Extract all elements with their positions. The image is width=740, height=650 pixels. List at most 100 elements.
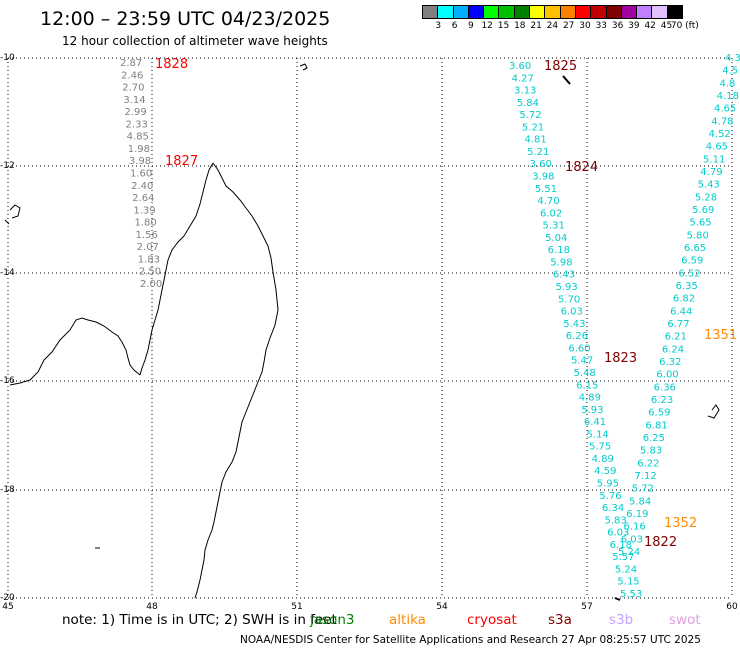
wave-height-value: 6.65 — [684, 243, 706, 254]
wave-height-value: 5.80 — [687, 230, 709, 241]
track-time-label: 1822 — [644, 535, 677, 550]
madagascar-coast — [9, 162, 279, 599]
wave-height-value: 5.21 — [522, 122, 544, 133]
wave-height-value: 4.59 — [594, 466, 616, 477]
color-legend-label: 36 — [611, 21, 624, 31]
wave-height-value: 5.84 — [517, 98, 539, 109]
map-title: 12:00 – 23:59 UTC 04/23/2025 — [40, 8, 331, 30]
wave-height-value: 5.28 — [695, 192, 717, 203]
wave-height-value: 1.83 — [138, 254, 160, 265]
color-legend-label: 39 — [628, 21, 640, 31]
wave-height-value: 6.36 — [654, 382, 676, 393]
wave-height-value: 4.65 — [706, 142, 728, 153]
wave-height-value: 5.53 — [620, 589, 642, 600]
color-legend-label: 3 — [435, 21, 442, 31]
satellite-legend-item: jason3 — [310, 612, 355, 628]
wave-height-value: 4.18 — [717, 91, 739, 102]
color-legend-label: 30 — [579, 21, 591, 31]
color-legend-labels: 3 6 9 12 15 18 21 24 27 30 33 36 39 42 45 70 (ft) — [422, 21, 740, 33]
satellite-legend-item: altika — [389, 612, 426, 628]
wave-height-value: 4.79 — [700, 167, 722, 178]
wave-height-value: 4.65 — [714, 104, 736, 115]
track-time-label: 1827 — [165, 154, 198, 169]
wave-height-value: 5.72 — [632, 484, 654, 495]
color-legend-label: 70 (ft) — [670, 21, 699, 31]
latitude-label: -18 — [0, 485, 15, 495]
wave-height-value: 4.3 — [725, 53, 740, 64]
color-swatch — [666, 5, 684, 19]
islet-east — [707, 404, 720, 419]
wave-height-value: 6.00 — [656, 370, 678, 381]
track-segment — [614, 597, 621, 601]
wave-height-value: 5.98 — [550, 257, 572, 268]
color-legend-label: 33 — [595, 21, 608, 31]
color-legend-label: 15 — [497, 21, 510, 31]
wave-height-value: 6.32 — [659, 357, 681, 368]
wave-height-value: 5.83 — [640, 446, 662, 457]
wave-height-value: 6.02 — [540, 208, 562, 219]
wave-height-value: 5.24 — [618, 547, 640, 558]
wave-height-value: 3.98 — [532, 172, 554, 183]
wave-height-value: 6.22 — [637, 458, 659, 469]
wave-height-value: 2.70 — [122, 83, 144, 94]
latitude-label: -10 — [0, 53, 15, 63]
wave-height-value: 6.03 — [621, 534, 643, 545]
wave-height-value: 3.60 — [509, 61, 531, 72]
wave-height-value: 2.50 — [139, 267, 161, 278]
color-legend — [422, 5, 684, 19]
lat-lon-grid — [7, 57, 733, 599]
wave-height-value: 4.27 — [512, 73, 534, 84]
wave-height-value: 6.24 — [662, 344, 684, 355]
color-legend-label: 9 — [468, 21, 474, 31]
wave-height-value: 6.34 — [602, 503, 624, 514]
wave-height-value: 3.14 — [123, 95, 145, 106]
color-legend-label: 12 — [481, 21, 493, 31]
wave-height-value: 5.95 — [597, 478, 619, 489]
wave-height-value: 4.70 — [537, 196, 559, 207]
wave-height-value: 5.14 — [586, 429, 608, 440]
wave-height-value: 5.72 — [519, 110, 541, 121]
satellite-legend-item: s3b — [609, 612, 634, 628]
track-time-label: 1823 — [604, 351, 637, 366]
wave-height-value: 6.21 — [665, 332, 687, 343]
coastline — [4, 63, 720, 599]
latitude-label: -12 — [0, 161, 15, 171]
wave-height-value: 1.98 — [128, 144, 150, 155]
footer-note: note: 1) Time is in UTC; 2) SWH is in fe… — [62, 612, 337, 628]
wave-height-value: 6.18 — [548, 245, 570, 256]
wave-height-value: 6.59 — [648, 408, 670, 419]
wave-height-value: 6.16 — [623, 522, 645, 533]
wave-height-value: 5.48 — [574, 368, 596, 379]
track-time-label: 1352 — [664, 516, 697, 531]
longitude-label: 60 — [726, 602, 738, 612]
wave-height-value: 3.13 — [514, 86, 536, 97]
wave-height-value: 4.52 — [709, 129, 731, 140]
wave-height-value: 6.52 — [678, 268, 700, 279]
latitude-label: -16 — [0, 376, 15, 386]
longitude-label: 51 — [291, 602, 303, 612]
wave-height-value: 6.19 — [626, 509, 648, 520]
wave-height-value: 5.47 — [571, 356, 593, 367]
wave-height-value: 6.15 — [576, 380, 598, 391]
wave-height-value: 6.03 — [607, 528, 629, 539]
wave-height-value: 6.43 — [553, 270, 575, 281]
western-fringe — [4, 204, 21, 225]
track-time-label: 1825 — [544, 59, 577, 74]
wave-height-value: 5.15 — [617, 577, 639, 588]
wave-height-value: 6.35 — [676, 281, 698, 292]
wave-height-value: 6.59 — [681, 256, 703, 267]
color-legend-label: 18 — [514, 21, 526, 31]
wave-height-value: 6.77 — [667, 319, 689, 330]
wave-height-value: 6.82 — [673, 294, 695, 305]
track-time-label: 1828 — [155, 57, 188, 72]
wave-height-value: 2.99 — [124, 107, 146, 118]
wave-height-value: 5.84 — [629, 496, 651, 507]
latitude-label: -14 — [0, 268, 15, 278]
wave-height-value: 4.85 — [127, 132, 149, 143]
wave-height-value: 1.39 — [133, 205, 155, 216]
wave-height-labels: 2.872.462.703.142.992.334.851.983.981.60… — [120, 53, 740, 600]
wave-height-value: 6.23 — [651, 395, 673, 406]
wave-height-value: 5.69 — [692, 205, 714, 216]
wave-height-value: 6.03 — [561, 307, 583, 318]
wave-height-value: 3.98 — [129, 156, 151, 167]
